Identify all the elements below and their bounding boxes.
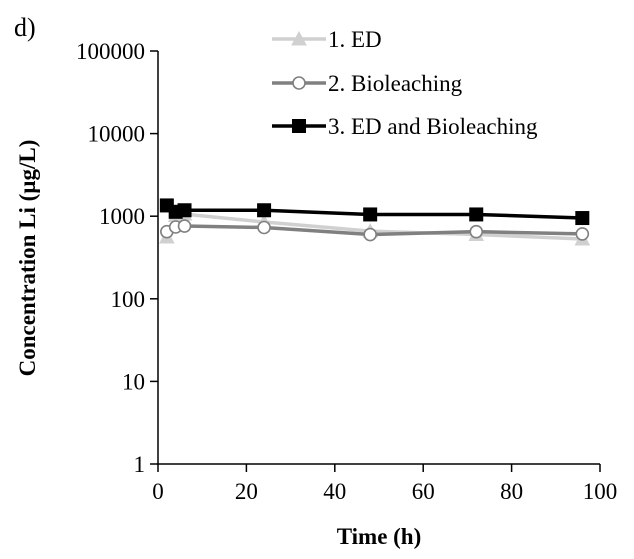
x-tick-label: 0	[152, 479, 164, 504]
legend-label: 2. Bioleaching	[328, 71, 463, 96]
series-layer	[159, 198, 591, 246]
legend-label: 1. ED	[328, 27, 382, 52]
y-tick-label: 10000	[88, 122, 146, 147]
data-point	[363, 227, 377, 242]
y-tick-label: 1000	[99, 204, 145, 229]
data-point	[575, 227, 590, 241]
x-tick-label: 80	[500, 479, 523, 504]
data-point	[575, 211, 590, 226]
legend-item-3: 3. ED and Bioleaching	[272, 114, 538, 139]
y-tick-label: 1	[134, 452, 146, 477]
panel-label: d)	[14, 13, 36, 42]
data-point	[177, 203, 192, 218]
legend: 1. ED 2. Bioleaching 3. ED and Bioleaching	[272, 27, 538, 139]
legend-marker	[292, 76, 306, 90]
legend-label: 3. ED and Bioleaching	[328, 114, 538, 139]
x-tick-label: 60	[412, 479, 435, 504]
data-point	[257, 203, 272, 218]
x-tick-label: 40	[323, 479, 346, 504]
data-point	[257, 220, 271, 235]
y-axis-title: Concentration Li (µg/L)	[15, 140, 40, 377]
y-tick-label: 100000	[76, 39, 145, 64]
legend-marker	[291, 30, 307, 46]
x-axis-title: Time (h)	[337, 524, 422, 549]
series-2	[160, 219, 590, 242]
x-tick-label: 100	[583, 479, 618, 504]
data-point	[469, 207, 484, 222]
axes: 1 10 100 1000 10000 100000 0 20 40 60 80 100	[76, 39, 617, 504]
legend-marker	[292, 119, 306, 133]
x-tick-label: 20	[235, 479, 258, 504]
y-tick-label: 10	[122, 369, 145, 394]
data-point	[363, 207, 378, 222]
legend-item-2: 2. Bioleaching	[272, 71, 463, 96]
legend-item-1: 1. ED	[272, 27, 382, 52]
data-point	[177, 219, 192, 233]
series-3	[159, 198, 590, 226]
data-point	[469, 224, 484, 239]
y-tick-label: 100	[111, 287, 146, 312]
